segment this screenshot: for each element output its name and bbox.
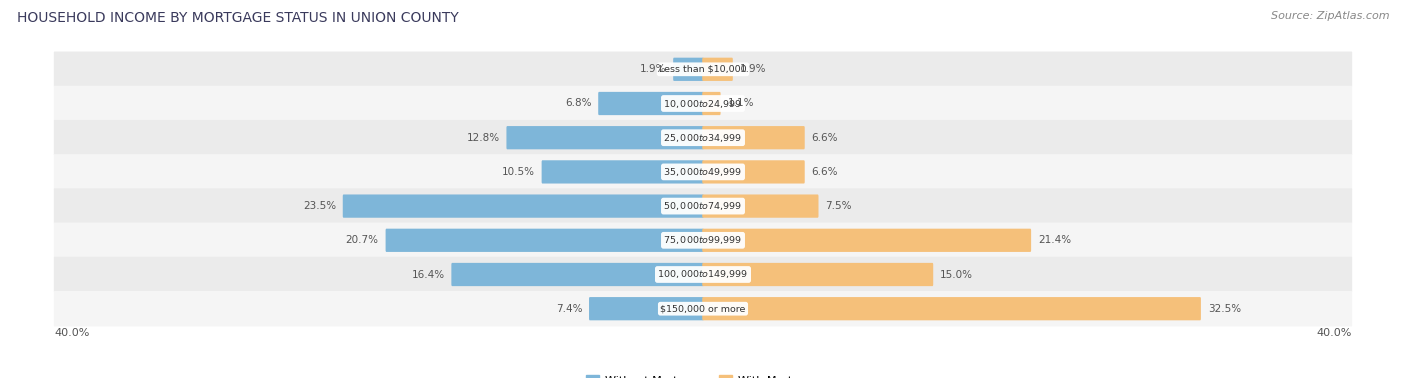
FancyBboxPatch shape	[451, 263, 704, 286]
Text: $150,000 or more: $150,000 or more	[661, 304, 745, 313]
Text: 20.7%: 20.7%	[346, 235, 378, 245]
Text: Source: ZipAtlas.com: Source: ZipAtlas.com	[1271, 11, 1389, 21]
FancyBboxPatch shape	[53, 51, 1353, 87]
FancyBboxPatch shape	[702, 229, 1031, 252]
Text: 40.0%: 40.0%	[1316, 328, 1351, 338]
FancyBboxPatch shape	[53, 86, 1353, 121]
Text: 1.1%: 1.1%	[727, 99, 754, 108]
FancyBboxPatch shape	[506, 126, 704, 149]
Text: HOUSEHOLD INCOME BY MORTGAGE STATUS IN UNION COUNTY: HOUSEHOLD INCOME BY MORTGAGE STATUS IN U…	[17, 11, 458, 25]
FancyBboxPatch shape	[673, 58, 704, 81]
Text: 21.4%: 21.4%	[1038, 235, 1071, 245]
FancyBboxPatch shape	[53, 257, 1353, 292]
Text: 1.9%: 1.9%	[640, 64, 666, 74]
FancyBboxPatch shape	[702, 126, 804, 149]
FancyBboxPatch shape	[598, 92, 704, 115]
FancyBboxPatch shape	[702, 194, 818, 218]
Text: 15.0%: 15.0%	[941, 270, 973, 279]
Text: $35,000 to $49,999: $35,000 to $49,999	[664, 166, 742, 178]
Text: 7.4%: 7.4%	[555, 304, 582, 314]
FancyBboxPatch shape	[53, 291, 1353, 327]
Text: 6.6%: 6.6%	[811, 167, 838, 177]
Text: 1.9%: 1.9%	[740, 64, 766, 74]
Text: Less than $10,000: Less than $10,000	[659, 65, 747, 74]
FancyBboxPatch shape	[702, 92, 721, 115]
Text: 6.8%: 6.8%	[565, 99, 592, 108]
FancyBboxPatch shape	[53, 120, 1353, 155]
Text: $75,000 to $99,999: $75,000 to $99,999	[664, 234, 742, 246]
FancyBboxPatch shape	[53, 223, 1353, 258]
Text: 16.4%: 16.4%	[412, 270, 444, 279]
Text: 23.5%: 23.5%	[302, 201, 336, 211]
FancyBboxPatch shape	[385, 229, 704, 252]
FancyBboxPatch shape	[702, 263, 934, 286]
Legend: Without Mortgage, With Mortgage: Without Mortgage, With Mortgage	[582, 371, 824, 378]
FancyBboxPatch shape	[702, 58, 733, 81]
Text: $25,000 to $34,999: $25,000 to $34,999	[664, 132, 742, 144]
FancyBboxPatch shape	[53, 188, 1353, 224]
FancyBboxPatch shape	[702, 160, 804, 184]
Text: 7.5%: 7.5%	[825, 201, 852, 211]
Text: $10,000 to $24,999: $10,000 to $24,999	[664, 98, 742, 110]
Text: $50,000 to $74,999: $50,000 to $74,999	[664, 200, 742, 212]
Text: $100,000 to $149,999: $100,000 to $149,999	[658, 268, 748, 280]
Text: 10.5%: 10.5%	[502, 167, 534, 177]
FancyBboxPatch shape	[541, 160, 704, 184]
Text: 32.5%: 32.5%	[1208, 304, 1241, 314]
FancyBboxPatch shape	[702, 297, 1201, 320]
FancyBboxPatch shape	[53, 154, 1353, 190]
Text: 6.6%: 6.6%	[811, 133, 838, 143]
Text: 12.8%: 12.8%	[467, 133, 499, 143]
Text: 40.0%: 40.0%	[55, 328, 90, 338]
FancyBboxPatch shape	[343, 194, 704, 218]
FancyBboxPatch shape	[589, 297, 704, 320]
